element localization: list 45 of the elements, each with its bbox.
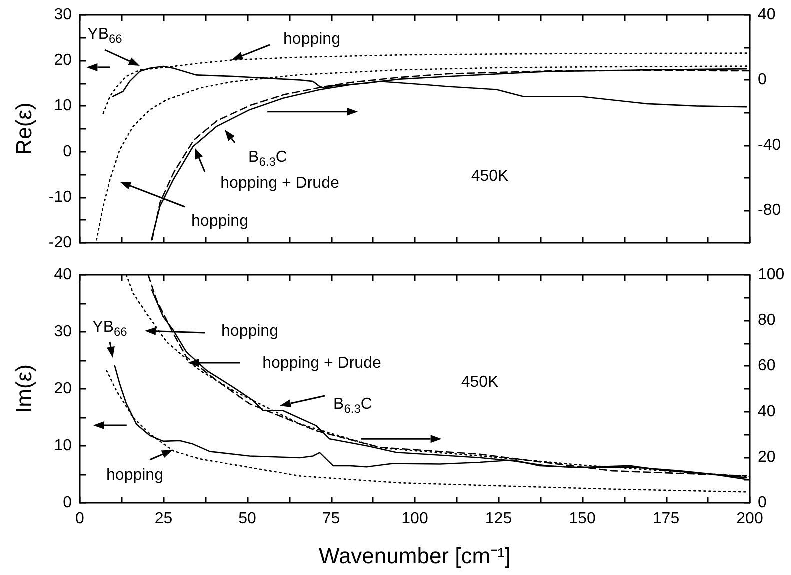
- y-tick-label: 40: [54, 266, 72, 284]
- y-tick-label: -20: [48, 234, 72, 252]
- x-tick-label: 25: [154, 510, 173, 528]
- y2-tick-label: 100: [758, 266, 785, 284]
- y2-tick-label: 80: [758, 312, 776, 330]
- annotation: hopping + Drude: [262, 355, 382, 372]
- x-tick-label: 150: [569, 510, 596, 528]
- x-axis-title: Wavenumber [cm⁻¹]: [318, 544, 512, 568]
- x-tick-label: 50: [238, 510, 256, 528]
- annotation: B$_{6.3}$C: [248, 149, 288, 169]
- y-tick-label: -10: [48, 188, 72, 206]
- annotation: hopping: [284, 31, 340, 48]
- y-tick-label: 10: [54, 438, 72, 454]
- y2-tick-label: 40: [758, 6, 776, 24]
- x-tick-label: 200: [736, 510, 764, 528]
- y-tick-label: 20: [54, 380, 72, 398]
- annotation: 450K: [471, 168, 510, 186]
- annotation: hopping: [222, 323, 278, 340]
- y2-tick-label: 0: [758, 494, 767, 512]
- y-tick-label: 20: [54, 52, 72, 70]
- y-axis-title: Im(ε): [12, 364, 36, 414]
- x-tick-label: 125: [485, 510, 512, 528]
- x-tick-label: 175: [652, 510, 680, 528]
- y2-tick-label: 0: [758, 72, 767, 89]
- y2-tick-label: 40: [758, 403, 776, 420]
- y2-tick-label: -40: [758, 136, 782, 154]
- y-tick-label: 0: [63, 494, 72, 512]
- x-tick-label: 75: [322, 510, 340, 528]
- annotation: B$_{6.3}$C: [334, 396, 372, 416]
- y-tick-label: 30: [54, 324, 72, 340]
- annotation: YB$_{66}$: [88, 26, 123, 46]
- y-tick-label: 30: [54, 6, 72, 24]
- y2-tick-label: 60: [758, 358, 776, 375]
- x-tick-label: 100: [402, 510, 428, 528]
- x-tick-label: 0: [76, 510, 85, 528]
- y2-tick-label: 20: [758, 448, 776, 466]
- annotation: hopping: [106, 467, 164, 484]
- annotation: hopping + Drude: [220, 175, 340, 192]
- annotation: YB$_{66}$: [92, 319, 128, 339]
- y-axis-title: Re(ε): [12, 102, 36, 156]
- y-tick-label: 0: [63, 143, 72, 160]
- y-tick-label: 10: [54, 98, 72, 115]
- annotation: hopping: [192, 213, 248, 230]
- annotation: 450K: [461, 374, 500, 392]
- y2-tick-label: -80: [758, 202, 782, 219]
